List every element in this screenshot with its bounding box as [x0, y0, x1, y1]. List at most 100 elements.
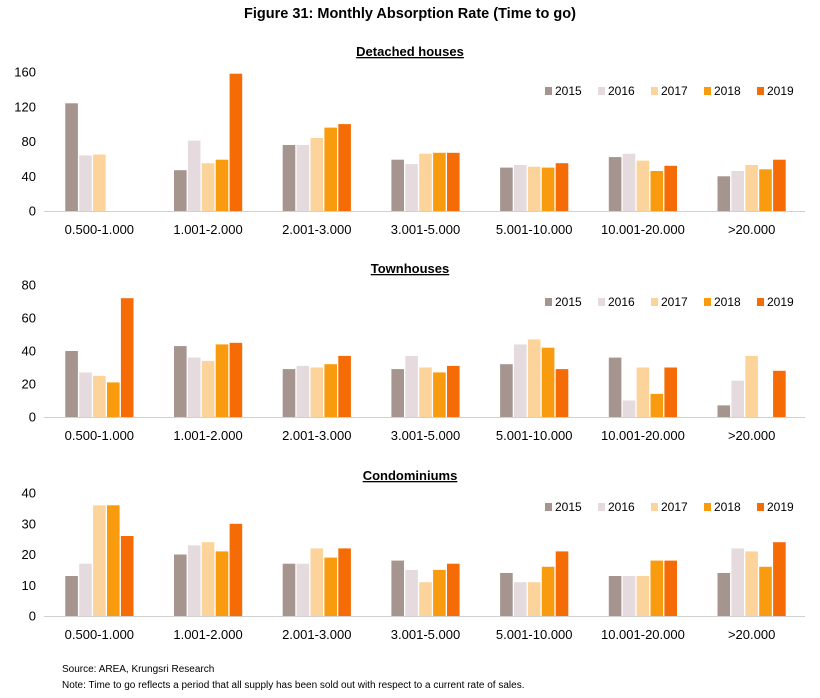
bar-2018	[324, 127, 337, 211]
y-tick-label: 60	[22, 311, 36, 326]
x-tick-label: 0.500-1.000	[65, 627, 134, 642]
legend-label-2016: 2016	[608, 295, 635, 309]
panel-title: Condominiums	[363, 468, 458, 483]
legend-swatch-2016	[598, 87, 605, 95]
bar-2019	[447, 152, 460, 211]
x-tick-label: 2.001-3.000	[282, 627, 351, 642]
y-tick-label: 10	[22, 578, 36, 593]
bar-2018	[433, 372, 446, 417]
y-tick-label: 120	[14, 99, 36, 114]
bar-2016	[731, 548, 744, 616]
x-tick-label: >20.000	[728, 627, 775, 642]
legend-label-2015: 2015	[555, 295, 582, 309]
y-tick-label: 20	[22, 547, 36, 562]
x-tick-label: 5.001-10.000	[496, 627, 573, 642]
bar-2018	[107, 505, 120, 616]
legend-label-2019: 2019	[767, 84, 794, 98]
bar-2018	[433, 152, 446, 211]
bar-2018	[107, 382, 120, 417]
legend-label-2019: 2019	[767, 500, 794, 514]
bar-2019	[447, 563, 460, 616]
y-tick-label: 80	[22, 134, 36, 149]
legend-swatch-2018	[704, 87, 711, 95]
bar-2015	[282, 145, 296, 211]
legend-swatch-2017	[651, 298, 658, 306]
bar-2015	[391, 369, 404, 417]
bar-2016	[79, 155, 92, 211]
bar-2019	[773, 542, 786, 616]
bar-2017	[745, 551, 758, 616]
bar-2016	[405, 355, 418, 417]
bar-2018	[650, 171, 664, 211]
bar-2017	[636, 367, 650, 417]
source-note: Source: AREA, Krungsri Research	[62, 664, 215, 675]
bar-2018	[324, 557, 337, 616]
bar-2017	[745, 165, 758, 211]
bar-2015	[500, 167, 513, 211]
bar-2017	[201, 542, 215, 616]
bar-2016	[514, 165, 527, 211]
y-tick-label: 0	[29, 410, 36, 425]
bar-2018	[650, 393, 664, 417]
bar-2017	[93, 505, 106, 616]
bar-2015	[608, 357, 622, 417]
legend-swatch-2019	[757, 503, 764, 511]
bar-2016	[296, 145, 310, 211]
bar-2019	[664, 165, 677, 211]
x-tick-label: 10.001-20.000	[601, 627, 685, 642]
bar-2015	[391, 560, 404, 616]
bar-2016	[296, 365, 310, 417]
legend-swatch-2018	[704, 503, 711, 511]
legend-swatch-2017	[651, 503, 658, 511]
bar-2015	[717, 573, 731, 616]
bar-2016	[187, 545, 201, 616]
bar-2015	[174, 170, 187, 211]
bar-2016	[405, 164, 418, 211]
bar-2019	[120, 298, 134, 417]
bar-2015	[717, 405, 731, 417]
legend-label-2017: 2017	[661, 295, 688, 309]
x-tick-label: >20.000	[728, 428, 775, 443]
chart-panel-1: Detached houses 0 40 80 120 160 0.500-1.000 1.0…	[14, 44, 805, 237]
bar-2017	[527, 166, 541, 211]
bar-2016	[514, 344, 527, 417]
bar-2016	[405, 569, 418, 616]
bar-2015	[500, 364, 513, 417]
bar-2019	[338, 355, 351, 417]
bar-2018	[324, 364, 337, 417]
x-tick-label: 0.500-1.000	[65, 222, 134, 237]
bar-2019	[338, 124, 351, 211]
charts-canvas: Detached houses 0 40 80 120 160 0.500-1.000 1.0…	[14, 44, 805, 642]
bar-2018	[215, 159, 229, 211]
bar-2016	[731, 171, 744, 211]
legend-label-2018: 2018	[714, 84, 741, 98]
bar-2015	[391, 159, 404, 211]
x-tick-label: 10.001-20.000	[601, 222, 685, 237]
bar-2019	[555, 551, 569, 616]
bar-2018	[541, 566, 555, 616]
bar-2017	[527, 339, 541, 417]
legend-label-2018: 2018	[714, 500, 741, 514]
bar-2017	[419, 153, 432, 211]
bar-2019	[555, 369, 569, 417]
legend-swatch-2016	[598, 298, 605, 306]
bar-2019	[447, 365, 460, 417]
bar-2015	[65, 576, 78, 616]
x-tick-label: 1.001-2.000	[173, 428, 242, 443]
bar-2016	[731, 380, 744, 417]
legend-swatch-2015	[545, 298, 552, 306]
x-tick-label: 2.001-3.000	[282, 428, 351, 443]
bar-2019	[338, 548, 351, 616]
bar-2017	[93, 154, 106, 211]
bar-2017	[201, 163, 215, 211]
x-tick-label: >20.000	[728, 222, 775, 237]
y-tick-label: 160	[14, 65, 36, 80]
y-tick-label: 20	[22, 377, 36, 392]
legend-label-2016: 2016	[608, 84, 635, 98]
bar-2015	[65, 103, 78, 211]
bar-2017	[201, 360, 215, 417]
legend-label-2016: 2016	[608, 500, 635, 514]
y-tick-label: 40	[22, 344, 36, 359]
bar-2019	[664, 367, 677, 417]
